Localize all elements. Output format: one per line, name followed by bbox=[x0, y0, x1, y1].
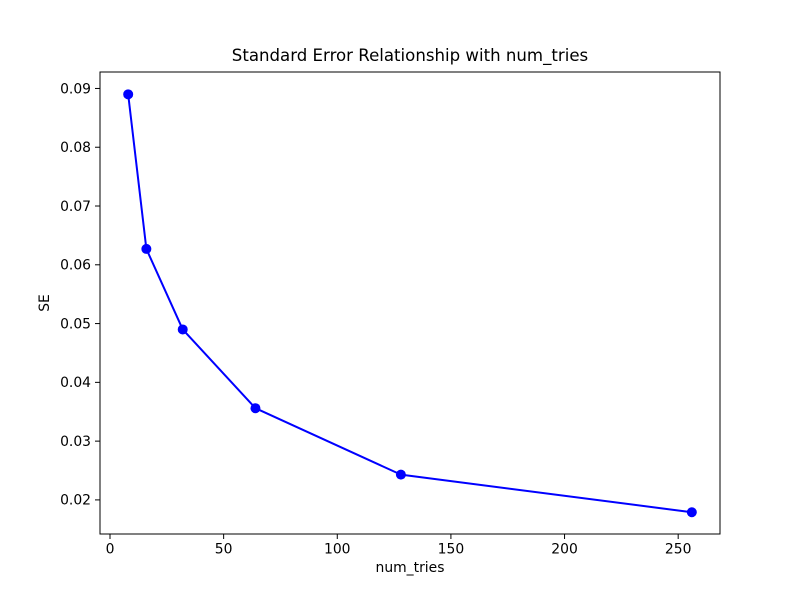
x-tick-label: 150 bbox=[438, 542, 465, 558]
y-axis-label: SE bbox=[37, 294, 53, 312]
data-point bbox=[141, 243, 152, 254]
chart-title: Standard Error Relationship with num_tri… bbox=[231, 46, 589, 65]
data-point bbox=[123, 89, 134, 100]
y-tick-label: 0.06 bbox=[60, 258, 91, 274]
x-tick-label: 200 bbox=[551, 542, 578, 558]
x-tick-label: 100 bbox=[324, 542, 351, 558]
x-tick-label: 50 bbox=[215, 542, 233, 558]
data-point bbox=[177, 324, 188, 335]
axes-frame bbox=[99, 71, 721, 535]
se-line bbox=[127, 93, 693, 514]
x-tick-label: 250 bbox=[665, 542, 692, 558]
data-point bbox=[250, 403, 261, 414]
y-tick-label: 0.04 bbox=[60, 375, 91, 391]
y-tick-label: 0.03 bbox=[60, 434, 91, 450]
x-axis-label: num_tries bbox=[375, 560, 445, 576]
y-tick-label: 0.02 bbox=[60, 493, 91, 509]
data-point bbox=[686, 507, 697, 518]
data-point bbox=[395, 469, 406, 480]
x-tick-label: 0 bbox=[106, 542, 115, 558]
y-tick-label: 0.05 bbox=[60, 316, 91, 332]
y-tick-label: 0.07 bbox=[60, 199, 91, 215]
y-tick-label: 0.08 bbox=[60, 140, 91, 156]
y-tick-label: 0.09 bbox=[60, 81, 91, 97]
